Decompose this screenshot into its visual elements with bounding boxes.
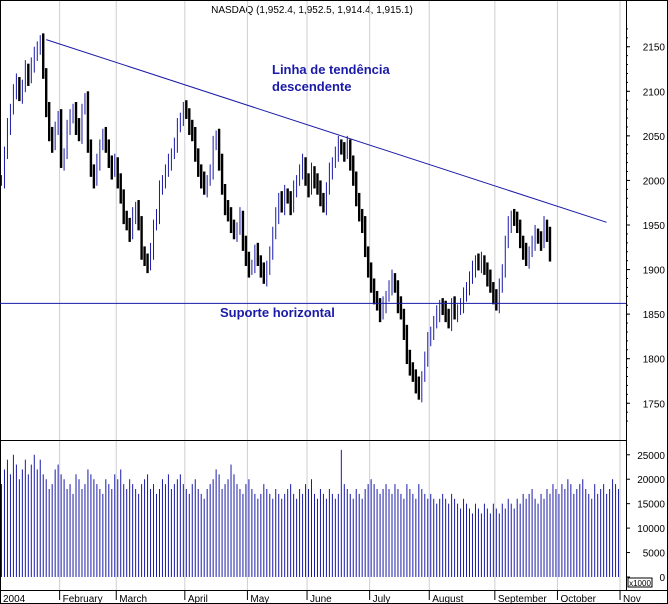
price-tick-label: 2050 (643, 132, 666, 143)
price-tick-label: 1750 (643, 399, 666, 410)
month-label: September (498, 594, 548, 604)
month-label: March (119, 594, 147, 604)
month-label: May (250, 594, 269, 604)
price-tick-label: 1850 (643, 310, 666, 321)
month-label: June (310, 594, 332, 604)
volume-tick-label: 20000 (637, 475, 665, 486)
price-tick-label: 1950 (643, 221, 666, 232)
grid-lines (0, 0, 621, 590)
volume-tick-label: 0 (659, 573, 665, 584)
price-tick-label: 2150 (643, 43, 666, 54)
volume-bars (0, 449, 620, 577)
price-tick-label: 1900 (643, 266, 666, 277)
month-label: 2004 (3, 594, 26, 604)
price-bars (0, 33, 552, 403)
month-label: July (373, 594, 391, 604)
price-tick-label: 2000 (643, 176, 666, 187)
chart-title: NASDAQ (1,952.4, 1,952.5, 1,914.4, 1,915… (211, 5, 413, 16)
volume-tick-label: 25000 (637, 451, 665, 462)
price-tick-label: 2100 (643, 87, 666, 98)
month-label: October (560, 594, 596, 604)
month-label: August (432, 594, 463, 604)
volume-tick-label: 10000 (637, 524, 665, 535)
volume-unit-label: x1000 (629, 579, 651, 588)
trendline (46, 39, 607, 223)
support-label: Suporte horizontal (220, 305, 335, 320)
month-label: April (188, 594, 208, 604)
month-label: Nov (623, 594, 641, 604)
volume-tick-label: 5000 (643, 549, 666, 560)
trendline-label-line-2: descendente (272, 79, 351, 94)
price-tick-label: 1800 (643, 355, 666, 366)
month-label: February (63, 594, 103, 604)
volume-unit-box (627, 577, 653, 588)
trendline-label-line-1: Linha de tendência (272, 62, 391, 77)
volume-tick-label: 15000 (637, 500, 665, 511)
